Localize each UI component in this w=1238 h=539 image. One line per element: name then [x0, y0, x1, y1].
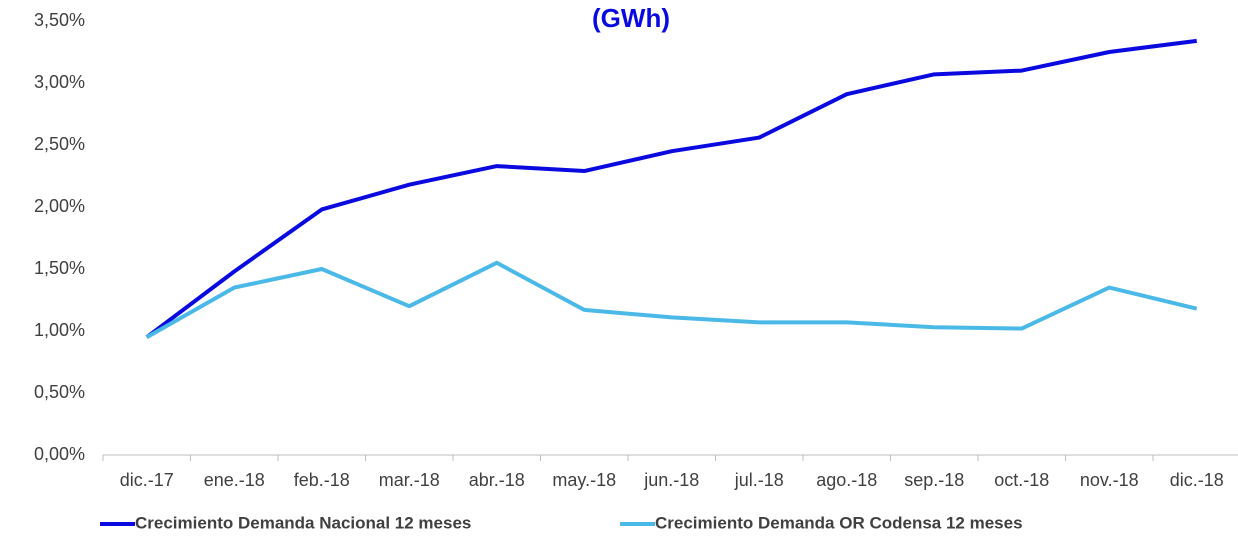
- y-tick-label: 1,50%: [34, 258, 85, 278]
- x-tick-label: dic.-17: [120, 470, 174, 490]
- y-tick-label: 0,00%: [34, 444, 85, 464]
- x-tick-label: abr.-18: [469, 470, 525, 490]
- x-tick-label: mar.-18: [379, 470, 440, 490]
- series-line: [145, 38, 1198, 339]
- legend-label: Crecimiento Demanda Nacional 12 meses: [135, 513, 471, 532]
- chart-title: (GWh): [592, 3, 670, 33]
- series-line: [145, 260, 1198, 339]
- y-tick-label: 0,50%: [34, 382, 85, 402]
- x-tick-label: ene.-18: [204, 470, 265, 490]
- x-tick-label: jul.-18: [734, 470, 784, 490]
- x-tick-label: may.-18: [552, 470, 616, 490]
- x-tick-label: ago.-18: [816, 470, 877, 490]
- x-tick-label: dic.-18: [1170, 470, 1224, 490]
- y-tick-label: 2,00%: [34, 196, 85, 216]
- x-tick-label: nov.-18: [1080, 470, 1139, 490]
- y-tick-label: 3,00%: [34, 72, 85, 92]
- y-tick-label: 1,00%: [34, 320, 85, 340]
- y-tick-label: 2,50%: [34, 134, 85, 154]
- x-tick-label: sep.-18: [904, 470, 964, 490]
- legend-label: Crecimiento Demanda OR Codensa 12 meses: [655, 513, 1023, 532]
- x-tick-label: feb.-18: [294, 470, 350, 490]
- y-tick-label: 3,50%: [34, 10, 85, 30]
- x-tick-label: jun.-18: [643, 470, 699, 490]
- x-tick-label: oct.-18: [994, 470, 1049, 490]
